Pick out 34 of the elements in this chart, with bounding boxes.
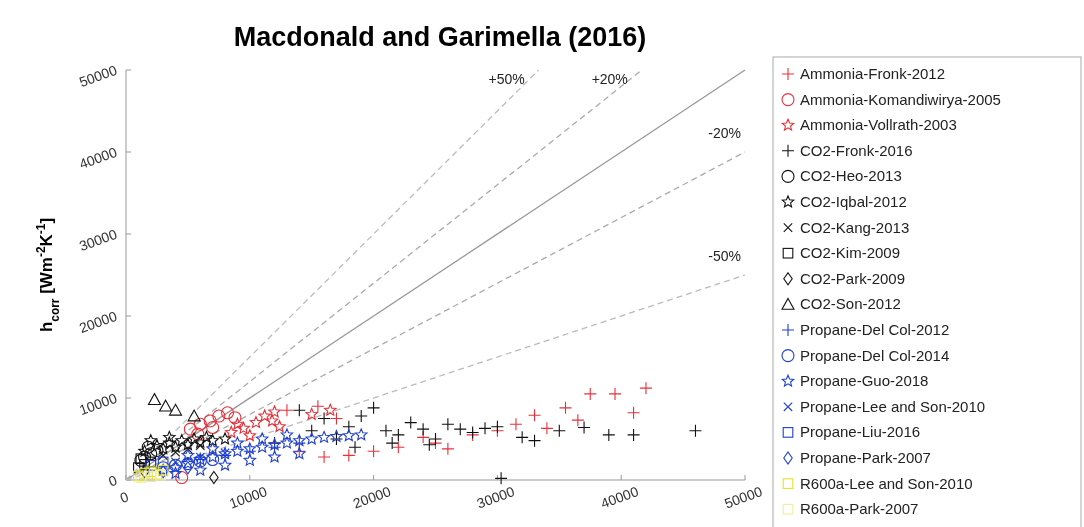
legend-label: CO2-Son-2012 xyxy=(800,295,901,313)
series-label: -20% xyxy=(708,125,741,141)
legend-label: CO2-Kang-2013 xyxy=(800,218,910,236)
legend-label: Ammonia-Fronk-2012 xyxy=(800,65,946,82)
legend-label: Propane-Liu-2016 xyxy=(800,423,921,441)
x-tick-label: 20000 xyxy=(350,483,394,512)
x-tick-label: 10000 xyxy=(227,483,270,512)
y-tick-label: 40000 xyxy=(76,143,120,173)
legend-label: CO2-Iqbal-2012 xyxy=(800,193,907,210)
series-label: +20% xyxy=(591,71,628,87)
legend-label: CO2-Kim-2009 xyxy=(800,244,901,262)
legend-label: Propane-Guo-2018 xyxy=(800,372,929,390)
legend-label: R600a-Lee and Son-2010 xyxy=(800,474,973,492)
series-label: +50% xyxy=(488,71,525,87)
y-tick-label: 30000 xyxy=(76,225,120,255)
y-tick-label: 20000 xyxy=(76,307,120,337)
legend-label: Ammonia-Vollrath-2003 xyxy=(800,116,957,134)
legend-label: CO2-Park-2009 xyxy=(800,269,906,287)
legend-label: Propane-Lee and Son-2010 xyxy=(800,397,986,415)
x-tick-label: 50000 xyxy=(722,483,765,512)
series-label: -50% xyxy=(708,248,741,264)
y-tick-label: 10000 xyxy=(76,389,120,419)
legend-label: CO2-Heo-2013 xyxy=(800,167,902,185)
y-tick-label: 0 xyxy=(106,471,120,490)
legend-label: CO2-Fronk-2016 xyxy=(800,141,913,159)
x-tick-label: 40000 xyxy=(598,483,641,512)
legend-label: Propane-Del Col-2014 xyxy=(800,346,950,364)
legend-label: Propane-Park-2007 xyxy=(800,449,931,466)
legend-label: Ammonia-Komandiwirya-2005 xyxy=(800,90,1001,108)
legend-label: R600a-Park-2007 xyxy=(800,500,919,518)
legend-label: Propane-Del Col-2012 xyxy=(800,321,950,338)
chart-title: Macdonald and Garimella (2016) xyxy=(233,22,647,52)
y-tick-label: 50000 xyxy=(76,61,120,91)
x-tick-label: 30000 xyxy=(474,483,517,512)
